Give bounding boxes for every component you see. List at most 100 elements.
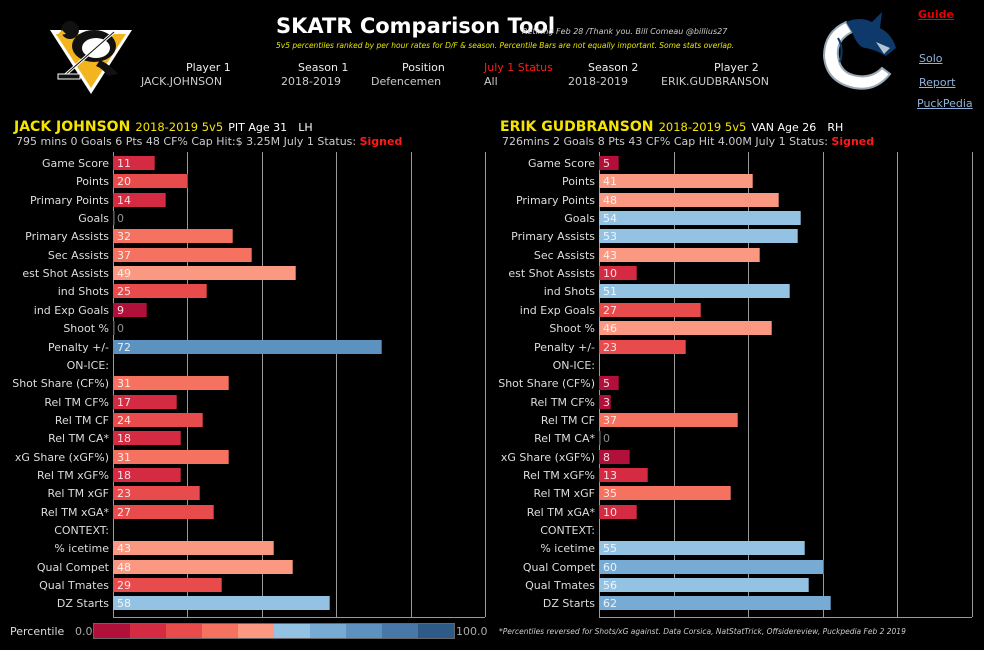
percentile-bar[interactable] [599, 321, 772, 336]
category-label: ind Shots [57, 285, 109, 299]
gridline [261, 152, 263, 617]
season2-filter-value[interactable]: 2018-2019 [568, 75, 628, 88]
percentile-bar[interactable] [599, 266, 638, 281]
report-link[interactable]: Report [919, 76, 956, 89]
percentile-bar[interactable] [113, 211, 115, 226]
player2-header: ERIK GUDBRANSON 2018-2019 5v5 VAN Age 26… [500, 116, 843, 135]
percentile-bar[interactable] [113, 596, 330, 611]
percentile-bar[interactable] [113, 504, 215, 519]
x-axis-line [113, 616, 485, 618]
percentile-bar[interactable] [113, 412, 204, 427]
percentile-bar[interactable] [599, 211, 802, 226]
percentile-bar[interactable] [113, 449, 230, 464]
category-label: Rel TM CF [540, 413, 595, 427]
bar-value-label: 48 [603, 193, 617, 207]
category-label: Points [561, 175, 595, 189]
bar-value-label: 48 [117, 560, 131, 574]
percentile-bar[interactable] [599, 394, 612, 409]
percentile-bar[interactable] [599, 504, 638, 519]
bar-value-label: 10 [603, 267, 617, 281]
percentile-bar[interactable] [113, 578, 222, 593]
percentile-bar[interactable] [599, 596, 832, 611]
percentile-bar[interactable] [599, 284, 791, 299]
legend-min: 0.0 [75, 625, 93, 638]
percentile-bar[interactable] [599, 431, 601, 446]
percentile-bar[interactable] [113, 431, 181, 446]
percentile-bar[interactable] [113, 247, 252, 262]
season1-filter-value[interactable]: 2018-2019 [281, 75, 341, 88]
footnote: *Percentiles reversed for Shots/xG again… [499, 627, 906, 636]
percentile-bar[interactable] [113, 284, 207, 299]
legend-swatch [238, 624, 274, 638]
percentile-bar[interactable] [113, 486, 200, 501]
percentile-bar[interactable] [113, 339, 382, 354]
player1-header: JACK JOHNSON 2018-2019 5v5 PIT Age 31 LH [14, 116, 313, 135]
player2-status: Signed [831, 135, 875, 148]
percentile-bar[interactable] [599, 578, 809, 593]
percentile-bar[interactable] [599, 541, 806, 556]
bar-value-label: 37 [603, 413, 617, 427]
percentile-bar[interactable] [599, 247, 761, 262]
percentile-bar[interactable] [113, 559, 293, 574]
category-label: Shoot % [549, 322, 595, 336]
season1-filter-label: Season 1 [298, 61, 349, 74]
percentile-bar[interactable] [599, 412, 738, 427]
player2-filter-value[interactable]: ERIK.GUDBRANSON [661, 75, 769, 88]
position-filter-value[interactable]: Defencemen [371, 75, 442, 88]
bar-value-label: 58 [117, 597, 131, 611]
category-label: est Shot Assists [22, 267, 109, 281]
player1-stats-line: 795 mins 0 Goals 6 Pts 48 CF% Cap Hit:$ … [16, 135, 402, 148]
guide-link[interactable]: Guide [918, 8, 954, 21]
percentile-bar[interactable] [113, 156, 155, 170]
category-label: ON-ICE: [552, 358, 595, 372]
puckpedia-link[interactable]: PuckPedia [917, 97, 973, 110]
percentile-bar[interactable] [599, 449, 630, 464]
percentile-bar[interactable] [599, 559, 824, 574]
percentile-bar[interactable] [113, 302, 148, 317]
player1-filter-value[interactable]: JACK.JOHNSON [141, 75, 223, 88]
bar-value-label: 29 [117, 579, 131, 593]
percentile-bar[interactable] [113, 266, 297, 281]
percentile-bar[interactable] [113, 394, 178, 409]
bar-value-label: 8 [603, 450, 610, 464]
percentile-bar[interactable] [599, 376, 619, 391]
category-label: Rel TM CF [54, 413, 109, 427]
bar-value-label: 56 [603, 579, 617, 593]
percentile-bar[interactable] [113, 192, 167, 207]
bar-value-label: 10 [603, 505, 617, 519]
position-filter-label: Position [402, 61, 445, 74]
july1-status-filter-label: July 1 Status [484, 61, 553, 74]
category-label: Goals [564, 212, 595, 226]
bar-value-label: 72 [117, 340, 131, 354]
bar-value-label: 60 [603, 560, 617, 574]
category-label: Shoot % [63, 322, 109, 336]
percentile-bar[interactable] [599, 192, 780, 207]
legend-swatch [418, 624, 454, 638]
percentile-bar[interactable] [113, 229, 234, 244]
percentile-bar[interactable] [599, 174, 753, 189]
percentile-bar[interactable] [599, 467, 649, 482]
category-label: Rel TM xGA* [526, 505, 595, 519]
percentile-bar[interactable] [113, 541, 274, 556]
category-label: Penalty +/- [534, 340, 595, 354]
legend-label: Percentile [10, 625, 65, 638]
legend-swatch [274, 624, 310, 638]
vancouver-canucks-logo-icon [822, 12, 896, 90]
category-label: Game Score [527, 157, 595, 170]
solo-link[interactable]: Solo [919, 52, 943, 65]
percentile-bar[interactable] [599, 156, 619, 170]
percentile-bar[interactable] [599, 229, 798, 244]
player1-season: 2018-2019 5v5 [135, 120, 224, 134]
percentile-bar[interactable] [113, 321, 115, 336]
percentile-bar[interactable] [599, 302, 701, 317]
percentile-bar[interactable] [113, 376, 230, 391]
percentile-bar[interactable] [113, 174, 189, 189]
bar-value-label: 43 [603, 248, 617, 262]
category-label: Rel TM CF% [44, 395, 109, 409]
percentile-bar[interactable] [599, 339, 686, 354]
percentile-bar[interactable] [599, 486, 731, 501]
category-label: DZ Starts [56, 597, 109, 611]
july1-status-filter-value[interactable]: All [484, 75, 498, 88]
percentile-bar[interactable] [113, 467, 181, 482]
category-label: % icetime [540, 542, 595, 556]
